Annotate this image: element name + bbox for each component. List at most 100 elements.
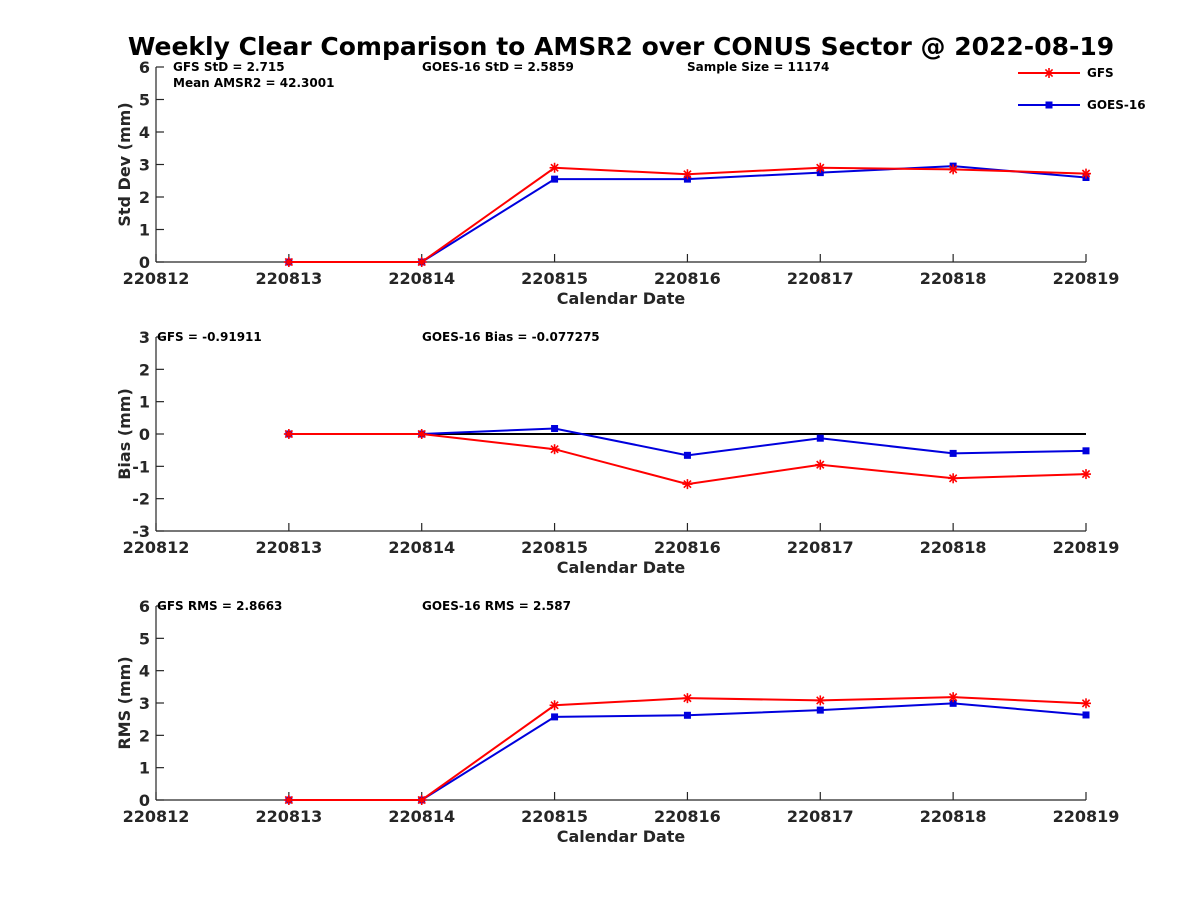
data-point xyxy=(283,429,294,439)
y-tick-label: 5 xyxy=(139,91,150,110)
x-tick-label: 220812 xyxy=(123,807,190,826)
stat-annotation: GFS RMS = 2.8663 xyxy=(157,599,282,613)
data-point xyxy=(283,795,294,805)
legend-entry-goes-16: GOES-16 xyxy=(1018,98,1146,112)
legend-label: GOES-16 xyxy=(1087,98,1146,112)
x-tick-label: 220816 xyxy=(654,807,721,826)
x-tick-label: 220818 xyxy=(920,807,987,826)
y-tick-label: 0 xyxy=(139,791,150,810)
stat-annotation: GFS = -0.91911 xyxy=(157,330,262,344)
stat-annotation: GOES-16 Bias = -0.077275 xyxy=(422,330,600,344)
y-tick-label: -2 xyxy=(132,490,150,509)
stat-annotation: GOES-16 RMS = 2.587 xyxy=(422,599,571,613)
data-point xyxy=(1081,469,1091,480)
data-point xyxy=(948,473,959,484)
x-tick-label: 220818 xyxy=(920,538,987,557)
x-tick-label: 220816 xyxy=(654,538,721,557)
x-tick-label: 220815 xyxy=(521,538,588,557)
data-point xyxy=(549,162,560,173)
stat-annotation: Mean AMSR2 = 42.3001 xyxy=(173,76,334,90)
x-tick-label: 220814 xyxy=(388,807,455,826)
data-point xyxy=(416,429,427,439)
data-point xyxy=(1081,168,1091,179)
y-tick-label: 1 xyxy=(139,393,150,412)
data-point xyxy=(683,711,691,719)
legend-entry-gfs: GFS xyxy=(1018,66,1114,80)
series-gfs xyxy=(283,692,1091,805)
x-tick-label: 220813 xyxy=(255,269,322,288)
x-tick-label: 220817 xyxy=(787,807,854,826)
legend-marker xyxy=(1044,68,1054,78)
data-point xyxy=(816,706,824,714)
data-point xyxy=(682,169,693,180)
series-gfs xyxy=(283,429,1091,490)
x-axis-label: Calendar Date xyxy=(557,558,686,577)
chart-panel-1: 220812 220813 220814 220815 220816 220817 2208… xyxy=(115,58,1119,308)
y-tick-label: 2 xyxy=(139,360,150,379)
data-point xyxy=(682,693,693,704)
y-axis-label: Std Dev (mm) xyxy=(115,102,134,226)
x-tick-label: 220812 xyxy=(123,269,190,288)
legend-marker xyxy=(1045,101,1053,109)
data-point xyxy=(815,695,826,706)
data-point xyxy=(816,434,824,442)
data-point xyxy=(549,700,560,711)
data-point xyxy=(416,795,427,805)
y-axis-label: RMS (mm) xyxy=(115,656,134,749)
y-tick-label: 5 xyxy=(139,629,150,648)
chart-panels: 220812 220813 220814 220815 220816 220817 2208… xyxy=(115,58,1119,846)
data-point xyxy=(683,451,691,459)
data-point xyxy=(551,425,559,433)
data-point xyxy=(948,164,959,175)
legend-label: GFS xyxy=(1087,66,1114,80)
data-point xyxy=(949,699,957,707)
y-tick-label: 4 xyxy=(139,123,150,142)
y-tick-label: 6 xyxy=(139,58,150,77)
x-tick-label: 220819 xyxy=(1053,807,1120,826)
y-tick-label: 1 xyxy=(139,759,150,778)
x-tick-label: 220816 xyxy=(654,269,721,288)
data-point xyxy=(815,162,826,173)
x-tick-label: 220813 xyxy=(255,807,322,826)
data-point xyxy=(416,257,427,267)
y-tick-label: 3 xyxy=(139,694,150,713)
x-tick-label: 220813 xyxy=(255,538,322,557)
data-point xyxy=(949,449,957,457)
x-tick-label: 220814 xyxy=(388,269,455,288)
y-tick-label: 4 xyxy=(139,662,150,681)
x-tick-label: 220815 xyxy=(521,807,588,826)
x-tick-label: 220819 xyxy=(1053,538,1120,557)
x-tick-label: 220814 xyxy=(388,538,455,557)
y-tick-label: 2 xyxy=(139,726,150,745)
stat-annotation: GFS StD = 2.715 xyxy=(173,60,285,74)
x-axis-label: Calendar Date xyxy=(557,827,686,846)
y-tick-label: -3 xyxy=(132,522,150,541)
figure-title: Weekly Clear Comparison to AMSR2 over CO… xyxy=(128,32,1114,61)
series-goes-16 xyxy=(285,425,1090,459)
x-tick-label: 220817 xyxy=(787,538,854,557)
stat-annotation: Sample Size = 11174 xyxy=(687,60,829,74)
data-point xyxy=(815,459,826,470)
x-tick-label: 220817 xyxy=(787,269,854,288)
data-point xyxy=(551,175,559,183)
chart-panel-3: 220812 220813 220814 220815 220816 220817 2208… xyxy=(115,597,1119,846)
x-tick-label: 220819 xyxy=(1053,269,1120,288)
stat-annotation: GOES-16 StD = 2.5859 xyxy=(422,60,574,74)
data-point xyxy=(682,479,693,490)
y-tick-label: 1 xyxy=(139,221,150,240)
legend: GFS GOES-16 xyxy=(1018,66,1146,112)
data-point xyxy=(283,257,294,267)
data-point xyxy=(551,713,559,721)
x-tick-label: 220812 xyxy=(123,538,190,557)
x-tick-label: 220815 xyxy=(521,269,588,288)
series-goes-16 xyxy=(285,699,1090,804)
data-point xyxy=(1082,447,1090,455)
chart-panel-2: 220812 220813 220814 220815 220816 220817 2208… xyxy=(115,328,1119,577)
data-point xyxy=(1082,711,1090,719)
y-tick-label: 3 xyxy=(139,156,150,175)
data-point xyxy=(549,444,560,455)
y-tick-label: 0 xyxy=(139,253,150,272)
y-tick-label: 3 xyxy=(139,328,150,347)
y-tick-label: 6 xyxy=(139,597,150,616)
